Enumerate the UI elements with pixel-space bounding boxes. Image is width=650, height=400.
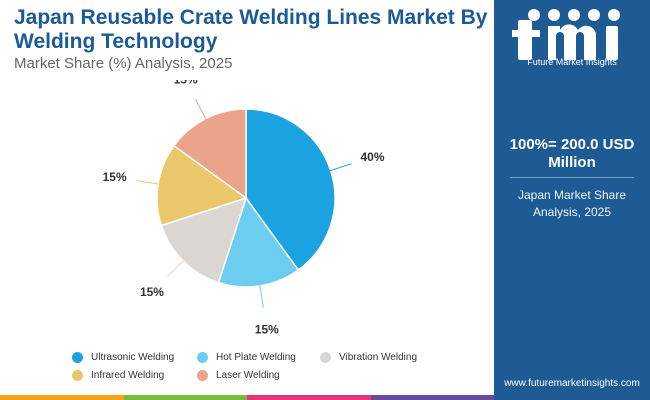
leader-line-infrared-welding bbox=[136, 180, 161, 185]
legend-label: Vibration Welding bbox=[339, 352, 418, 363]
data-label-infrared-welding: 15% bbox=[103, 170, 127, 184]
legend-swatch bbox=[197, 370, 208, 381]
info-sidebar: Future Market Insights 100%= 200.0 USD M… bbox=[494, 0, 650, 400]
chart-subtitle: Market Share (%) Analysis, 2025 bbox=[14, 55, 233, 72]
data-label-vibration-welding: 15% bbox=[140, 285, 164, 299]
bottom-color-bar bbox=[0, 395, 494, 400]
divider bbox=[510, 177, 634, 178]
legend-label: Hot Plate Welding bbox=[216, 352, 296, 363]
legend-swatch bbox=[72, 352, 83, 363]
pie-chart-svg: 40% 15% 15% 15% 15% bbox=[103, 80, 385, 336]
pie-chart: 40% 15% 15% 15% 15% bbox=[0, 80, 494, 345]
legend-label: Infrared Welding bbox=[91, 370, 165, 381]
market-total: 100%= 200.0 USD Million bbox=[509, 136, 635, 171]
legend-item-hot-plate-welding: Hot Plate Welding bbox=[197, 352, 320, 363]
data-label-laser-welding: 15% bbox=[174, 80, 198, 86]
bottom-bar-segment bbox=[0, 395, 124, 400]
legend-swatch bbox=[72, 370, 83, 381]
legend-swatch bbox=[197, 352, 208, 363]
leader-line-ultrasonic-welding bbox=[328, 163, 352, 172]
leader-line-laser-welding bbox=[195, 98, 207, 121]
website-link[interactable]: www.futuremarketinsights.com bbox=[504, 378, 640, 389]
leader-line-vibration-welding bbox=[167, 259, 185, 277]
legend-item-ultrasonic-welding: Ultrasonic Welding bbox=[72, 352, 197, 363]
legend-item-laser-welding: Laser Welding bbox=[197, 370, 320, 381]
legend-label: Ultrasonic Welding bbox=[91, 352, 175, 363]
bottom-bar-segment bbox=[370, 395, 494, 400]
legend-item-vibration-welding: Vibration Welding bbox=[320, 352, 460, 363]
bottom-bar-segment bbox=[247, 395, 371, 400]
legend-item-infrared-welding: Infrared Welding bbox=[72, 370, 197, 381]
chart-title: Japan Reusable Crate Welding Lines Marke… bbox=[14, 6, 488, 53]
bottom-bar-segment bbox=[123, 395, 247, 400]
fmi-logo-icon bbox=[512, 9, 620, 60]
data-label-ultrasonic-welding: 40% bbox=[360, 150, 384, 164]
market-description: Japan Market Share Analysis, 2025 bbox=[517, 188, 627, 219]
logo-text: Future Market Insights bbox=[527, 57, 617, 67]
legend-label: Laser Welding bbox=[216, 370, 280, 381]
legend-swatch bbox=[320, 352, 331, 363]
leader-line-hot-plate-welding bbox=[259, 283, 264, 308]
data-label-hot-plate-welding: 15% bbox=[255, 322, 279, 336]
chart-legend: Ultrasonic Welding Hot Plate Welding Vibra… bbox=[72, 352, 492, 381]
